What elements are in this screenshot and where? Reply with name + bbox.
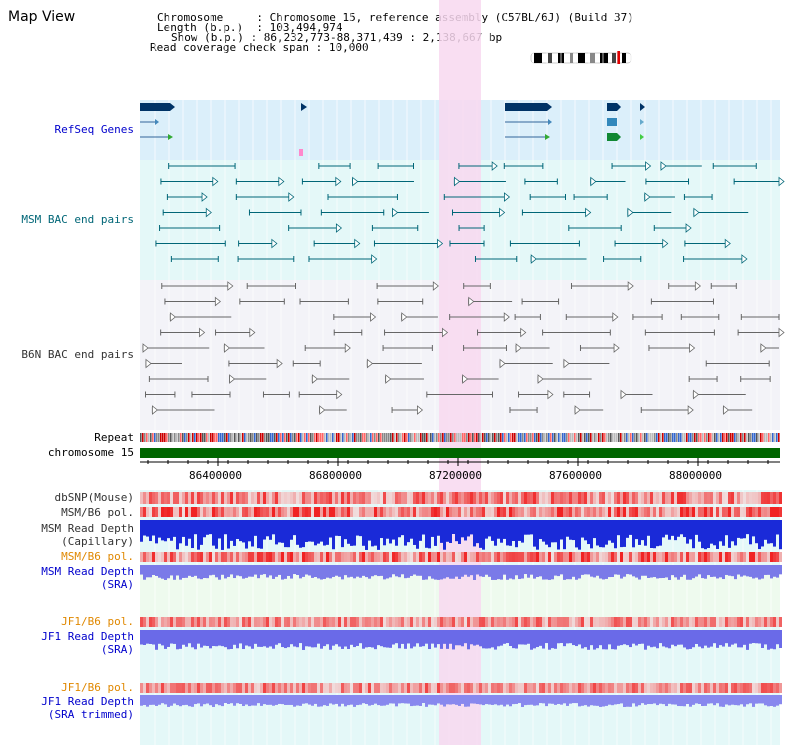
position-axis — [140, 458, 780, 466]
chromosome-label: Chromosome — [157, 11, 224, 24]
axis-tick-label: 88000000 — [669, 469, 722, 482]
refseq-gene-features[interactable] — [140, 103, 645, 156]
msm-bac-label[interactable]: MSM BAC end pairs — [21, 213, 134, 226]
msm-sra-depth-label[interactable]: MSM Read Depth — [41, 565, 134, 578]
msm-capillary-depth-sublabel: (Capillary) — [61, 535, 134, 548]
length-label: Length (b.p.) — [157, 21, 244, 34]
axis-tick-label: 86400000 — [189, 469, 242, 482]
length-info-row: Length (b.p.) : 103,494,974 — [157, 21, 343, 34]
jf1-sra-depth-label[interactable]: JF1 Read Depth — [41, 630, 134, 643]
ideogram-position-marker — [617, 51, 620, 64]
msm-b6-pol-sra-label[interactable]: MSM/B6 pol. — [61, 550, 134, 563]
jf1-b6-pol-label[interactable]: JF1/B6 pol. — [61, 615, 134, 628]
chromosome-bar[interactable] — [140, 448, 780, 458]
axis-tick-label: 87600000 — [549, 469, 602, 482]
coverage-info-row: Read coverage check span : 10,000 — [150, 41, 369, 54]
refseq-genes-label[interactable]: RefSeq Genes — [54, 123, 134, 136]
axis-tick-label: 87200000 — [429, 469, 482, 482]
length-value: 103,494,974 — [269, 21, 343, 34]
msm-sra-depth-sublabel: (SRA) — [100, 578, 134, 591]
jf1-trimmed-depth-label[interactable]: JF1 Read Depth — [41, 695, 134, 708]
coverage-value: 10,000 — [328, 41, 369, 54]
chromosome-ideogram[interactable] — [530, 51, 632, 64]
jf1-trimmed-depth-sublabel: (SRA trimmed) — [47, 708, 134, 721]
msm-capillary-depth-label[interactable]: MSM Read Depth — [41, 522, 134, 535]
msm-b6-pol-label[interactable]: MSM/B6 pol. — [61, 506, 134, 519]
variation-heat-tracks[interactable] — [140, 492, 782, 707]
chromosome-label: chromosome 15 — [47, 446, 134, 459]
axis-tick-label: 86800000 — [309, 469, 362, 482]
jf1-sra-depth-sublabel: (SRA) — [100, 643, 134, 656]
show-label: Show (b.p.) — [171, 31, 244, 44]
repeat-track[interactable] — [140, 433, 780, 442]
page-title: Map View — [8, 9, 76, 25]
b6n-bac-end-pair-features[interactable] — [142, 281, 785, 415]
dbsnp-label[interactable]: dbSNP(Mouse) — [54, 491, 134, 504]
repeat-label: Repeat — [94, 431, 134, 444]
jf1-b6-pol-trimmed-label[interactable]: JF1/B6 pol. — [61, 681, 134, 694]
msm-bac-end-pair-features[interactable] — [155, 161, 785, 264]
b6n-bac-label[interactable]: B6N BAC end pairs — [21, 348, 134, 361]
coverage-label: Read coverage check span — [150, 41, 309, 54]
